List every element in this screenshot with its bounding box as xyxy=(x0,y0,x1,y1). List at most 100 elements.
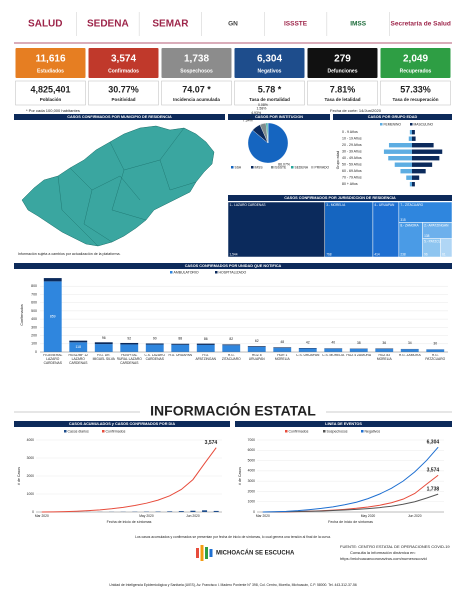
bar xyxy=(412,136,416,141)
panel-header xyxy=(333,114,452,120)
x-tick-label: Jun 2020 xyxy=(186,514,200,518)
indicator-card xyxy=(234,80,305,106)
bar-segment xyxy=(69,340,88,343)
y-tick-label: 400 xyxy=(31,317,37,321)
label-box: H.G. ZAMORA xyxy=(399,354,421,357)
y-tick-label: 0 xyxy=(32,510,34,514)
bar-segment xyxy=(222,345,241,352)
y-tick-label: 300 xyxy=(31,325,37,329)
x-tick-label: H.G. URUAPAN xyxy=(168,354,193,357)
footer-url[interactable]: https://michoacancoronavirus.com/numeros… xyxy=(340,556,427,561)
logo: GN xyxy=(228,21,238,28)
indicator-value: 30.77% xyxy=(108,84,139,94)
legend-label: SEDENA xyxy=(295,165,309,169)
footer-note: Los casos acumulados y confirmados se pr… xyxy=(135,535,331,539)
x-tick-label: Jun 2020 xyxy=(408,514,422,518)
bar xyxy=(412,156,440,161)
x-axis-title: Fecha de inicio de síntomas xyxy=(107,520,152,524)
indicator-value: 74.07 * xyxy=(182,84,211,94)
bar-segment xyxy=(120,342,139,345)
cell-value: 238 xyxy=(400,252,406,256)
legend-label: FEMENINO xyxy=(384,122,402,126)
legend-swatch xyxy=(64,430,67,433)
stat-value: 279 xyxy=(334,54,351,65)
y-tick-label: 70 - 79 Años xyxy=(342,176,362,180)
label-box: H.G. DR. MIGUEL SILVA xyxy=(93,354,115,361)
bar-segment xyxy=(94,344,113,352)
bar-segment xyxy=(375,349,394,352)
label-box: HGR 1 MORELIA xyxy=(275,354,290,361)
x-tick-label: HGSZ/MF 12 LAZARO CARDENAS xyxy=(68,354,88,365)
logo-bar xyxy=(209,549,213,557)
y-tick-label: 3000 xyxy=(27,456,35,460)
y-tick-label: 60 - 69 Años xyxy=(342,169,362,173)
bar xyxy=(406,175,412,180)
bar-segment xyxy=(43,281,62,352)
bar xyxy=(412,182,415,187)
x-tick-label: H.G. ZITACUARO xyxy=(221,354,241,361)
bar-segment xyxy=(400,349,419,352)
bar-segment xyxy=(298,348,317,352)
bar-segment xyxy=(94,342,113,345)
footer-brand: MICHOACÁN SE ESCUCHA xyxy=(216,550,295,557)
legend-swatch xyxy=(361,430,364,433)
treemap-cell xyxy=(372,201,400,258)
value-label: 96 xyxy=(102,336,106,340)
y-axis-title: # de Casos xyxy=(17,467,21,485)
y-tick-label: 500 xyxy=(31,309,37,313)
stat-value: 1,738 xyxy=(184,54,209,65)
bar-segment xyxy=(69,342,88,352)
x-tick-label: H.G. PATZCUARO xyxy=(425,354,446,361)
bar xyxy=(394,162,412,167)
panel-title: CASOS CONFIRMADOS POR JURISDICCION DE RE… xyxy=(284,196,396,200)
bar-segment xyxy=(171,344,190,352)
label-box: H.G. APATZINGAN xyxy=(195,354,216,361)
cell-label: 8.- ZAMORA xyxy=(400,223,419,227)
stat-card xyxy=(234,48,305,78)
indicator-value: 7.81% xyxy=(330,84,356,94)
bar xyxy=(412,169,426,174)
stat-card xyxy=(88,48,159,78)
indicator-value: 57.33% xyxy=(400,84,431,94)
x-axis-title: Fecha de inicio de síntomas xyxy=(328,520,373,524)
legend-swatch xyxy=(231,166,234,169)
value-label: 36 xyxy=(382,341,386,345)
value-label: 92 xyxy=(127,336,131,340)
legend-label: Confirmados xyxy=(106,429,126,433)
legend-label: AMBULATORIO xyxy=(174,270,199,274)
stat-label: Negativos xyxy=(258,68,282,74)
bar xyxy=(408,136,412,141)
stat-label: Estudiados xyxy=(37,68,64,74)
legend-label: Confirmados xyxy=(289,429,309,433)
value-label: 90 xyxy=(153,336,157,340)
cut-date: Fecha de corte: 14/Jun/2020 xyxy=(330,108,382,113)
y-tick-label: 4000 xyxy=(27,438,35,442)
label-box: C.S. LAZARO CARDENAS xyxy=(144,354,166,361)
label-box: HOSPITAL RURAL LAZARO CARDENAS xyxy=(117,354,142,365)
legend-swatch xyxy=(102,430,105,433)
bar-segment xyxy=(145,344,164,352)
legend-label: HOSPITALIZADO xyxy=(219,270,247,274)
brand-logo xyxy=(196,545,213,561)
cell-label: 1.- LAZARO CARDENAS xyxy=(230,203,266,207)
end-label: 6,304 xyxy=(427,439,440,445)
legend-label: Casos diarios xyxy=(68,429,89,433)
x-tick-label: C.S. LAZARO CARDENAS xyxy=(144,354,166,361)
bar xyxy=(388,143,412,148)
value-label: 30 xyxy=(433,341,437,345)
value-label: 40 xyxy=(331,341,335,345)
y-tick-label: 40 - 49 Años xyxy=(342,156,362,160)
value-label: 38 xyxy=(357,341,361,345)
x-tick-label: HGZ 83 MORELIA xyxy=(376,354,392,361)
stat-card xyxy=(15,48,86,78)
cell-value: 768 xyxy=(326,252,332,256)
label-box: H.G. ZITACUARO xyxy=(221,354,241,361)
bar xyxy=(412,130,415,135)
logo-bar xyxy=(205,547,208,559)
x-tick-label: C.S. MORELIA xyxy=(322,354,345,357)
bar xyxy=(388,156,412,161)
x-tick-label: HGZ 8 URUAPAN xyxy=(248,354,265,361)
bar xyxy=(202,510,208,512)
y-axis-title: Grupo edad xyxy=(336,151,340,170)
